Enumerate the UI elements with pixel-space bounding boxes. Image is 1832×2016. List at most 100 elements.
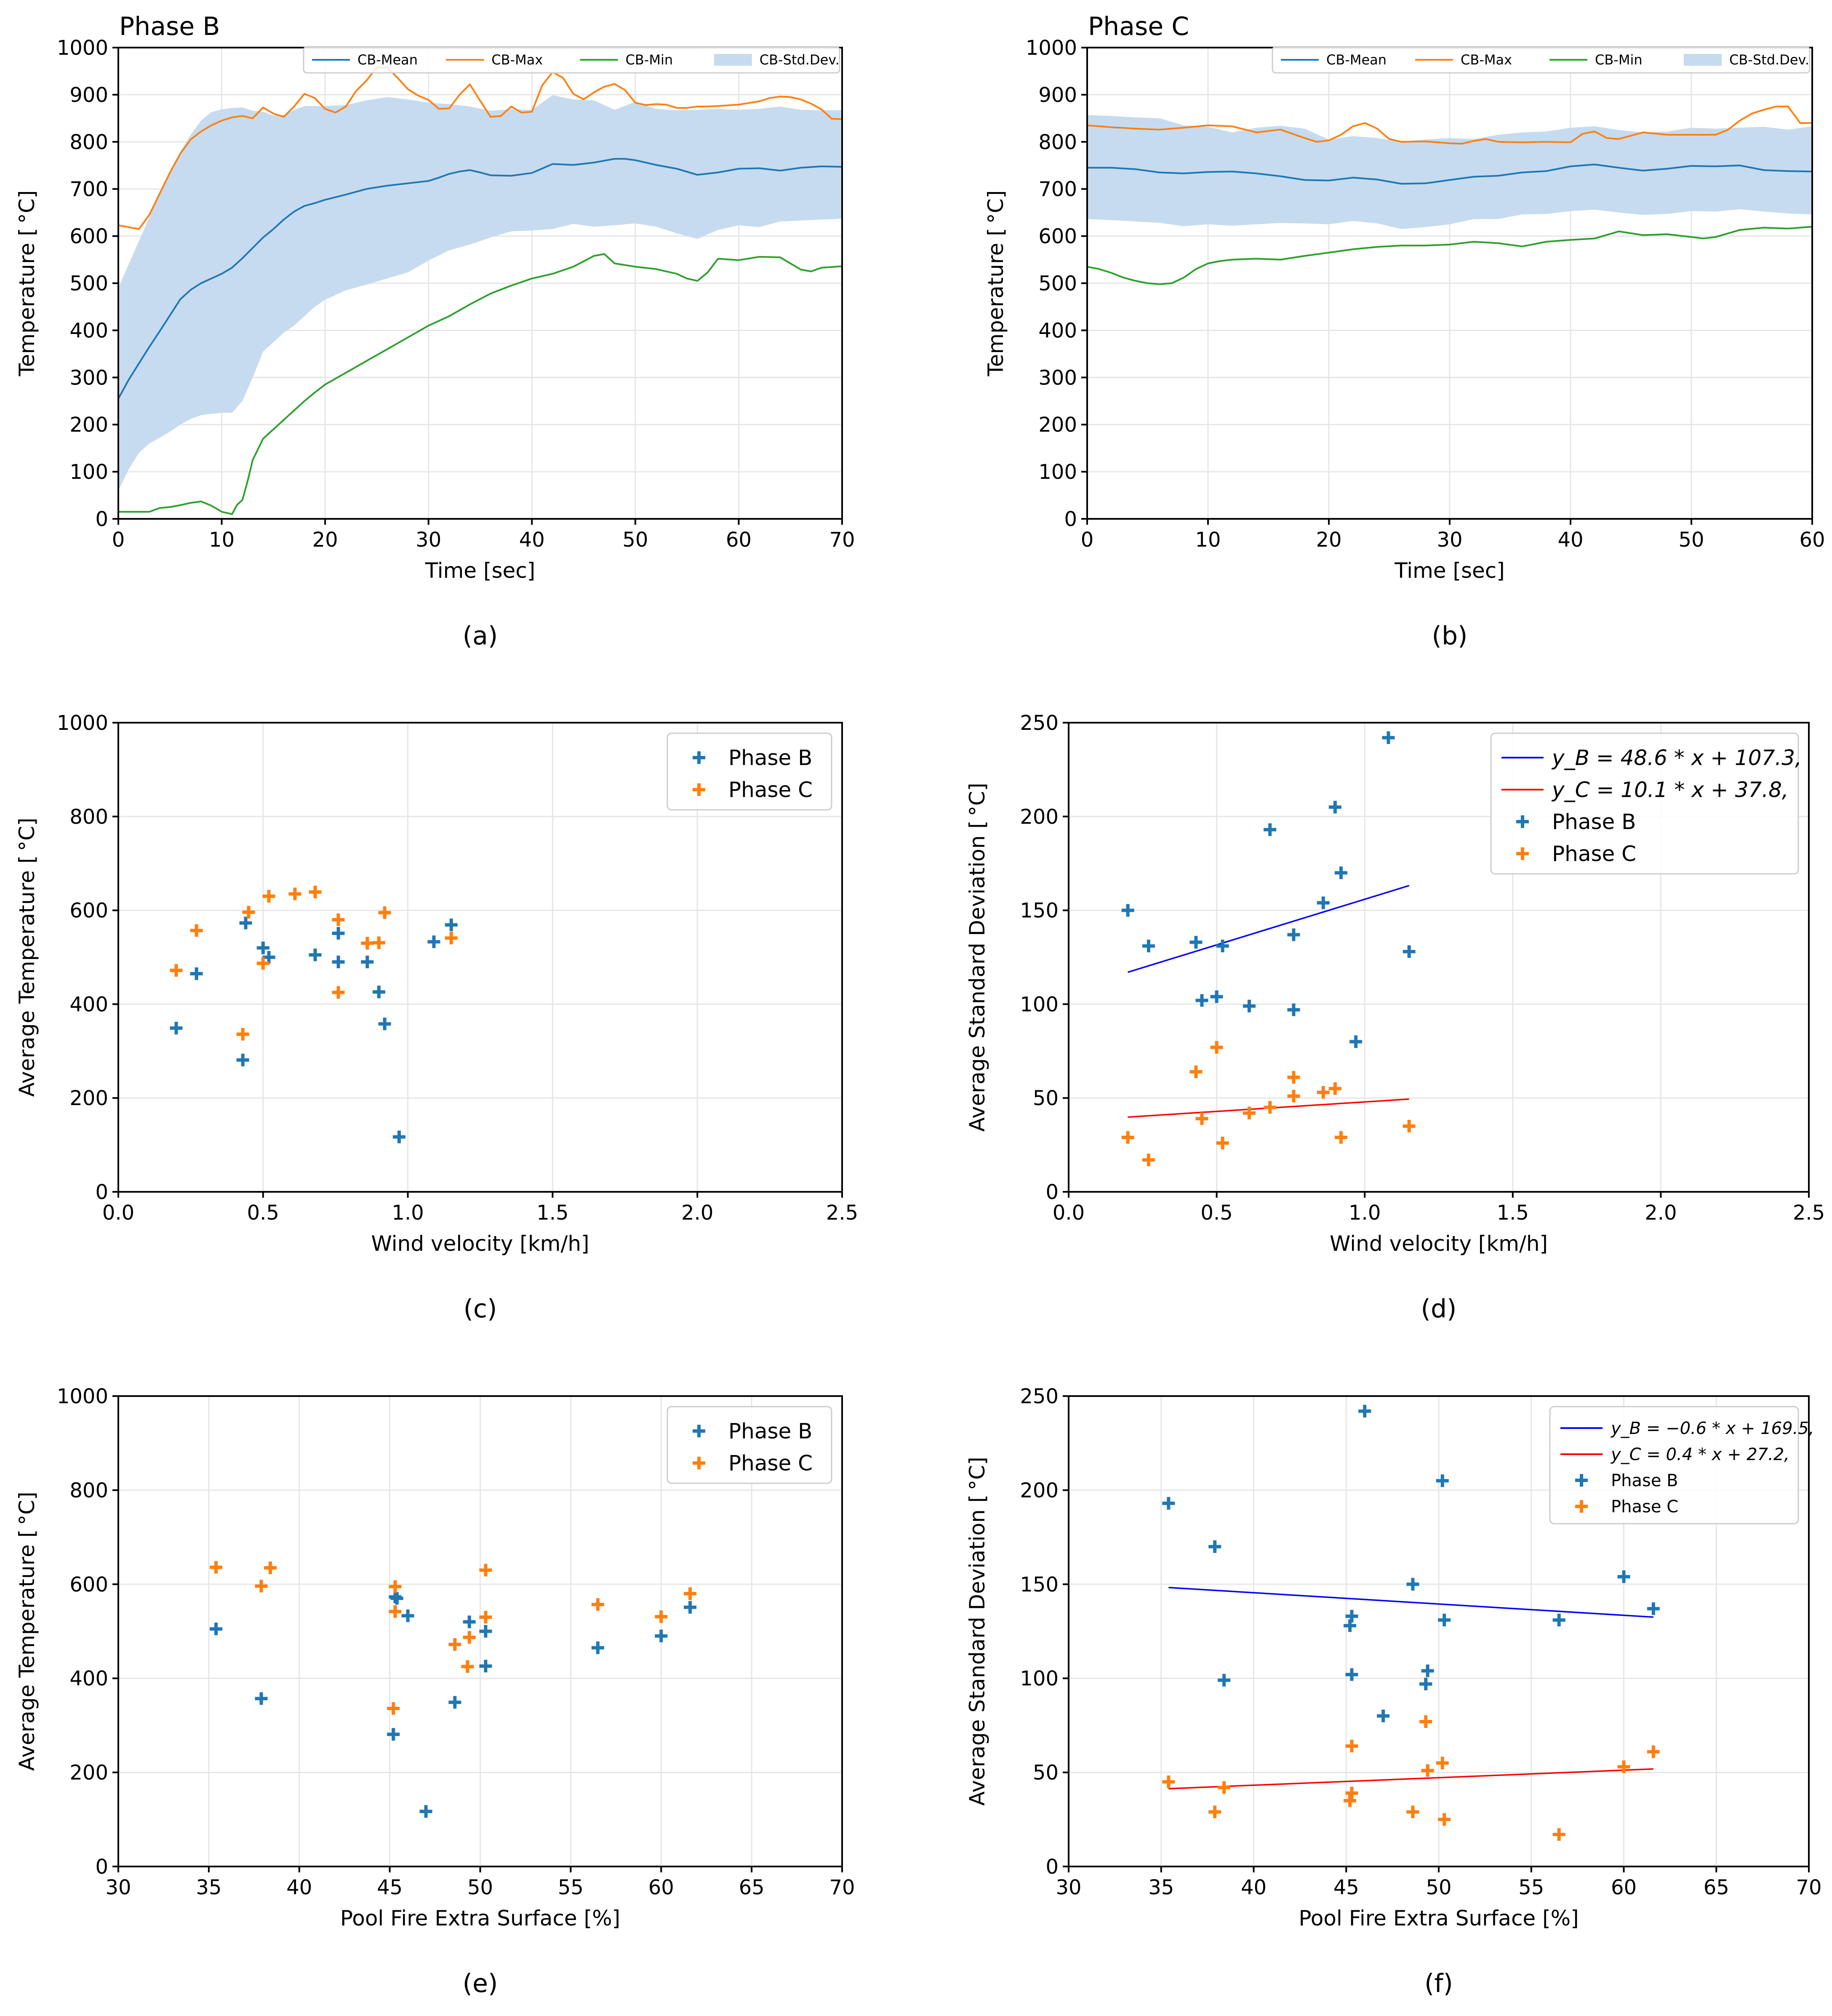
y-tick-label: 250 [1020, 711, 1059, 735]
data-point-phase-c [332, 986, 345, 999]
data-point-phase-b [479, 1660, 492, 1673]
x-tick-label: 50 [467, 1876, 493, 1899]
data-point-phase-c [389, 1605, 402, 1618]
legend-label: Phase B [1552, 810, 1636, 834]
series-line-cb-min [1087, 226, 1812, 285]
panel-caption: (d) [1421, 1294, 1457, 1324]
data-point-phase-c [256, 957, 269, 970]
data-point-phase-c [1406, 1805, 1419, 1818]
x-tick-label: 55 [1518, 1876, 1544, 1899]
data-point-phase-c [262, 890, 275, 903]
data-point-phase-b [392, 1130, 405, 1143]
data-point-phase-b [463, 1615, 476, 1629]
x-tick-label: 50 [1426, 1876, 1451, 1899]
y-tick-label: 100 [1020, 1667, 1059, 1690]
data-point-phase-c [1421, 1764, 1434, 1777]
data-point-phase-b [387, 1728, 400, 1741]
data-point-phase-c [1438, 1813, 1451, 1826]
data-point-phase-c [1647, 1745, 1660, 1758]
x-tick-label: 30 [105, 1876, 131, 1899]
data-point-phase-b [1552, 1613, 1565, 1626]
y-tick-label: 1000 [57, 711, 108, 735]
data-point-phase-c [1210, 1041, 1223, 1054]
data-point-phase-c [1216, 1137, 1229, 1150]
legend-label: CB-Mean [357, 52, 418, 68]
data-point-phase-c [1328, 1082, 1341, 1095]
legend-label: CB-Min [626, 52, 673, 68]
std-dev-band [1087, 115, 1812, 229]
data-point-phase-b [372, 985, 385, 999]
data-point-phase-b [1349, 1035, 1363, 1048]
data-point-phase-c [655, 1610, 668, 1623]
data-point-phase-b [1438, 1613, 1451, 1626]
data-point-phase-c [1403, 1120, 1416, 1133]
fit-line [1168, 1768, 1653, 1789]
x-tick-label: 1.0 [392, 1201, 424, 1225]
data-point-phase-c [1243, 1106, 1256, 1119]
data-point-phase-c [288, 887, 301, 900]
y-tick-label: 300 [69, 366, 108, 390]
y-tick-label: 100 [1038, 460, 1077, 484]
data-point-phase-b [1436, 1474, 1449, 1487]
data-point-phase-c [361, 937, 374, 950]
y-tick-label: 200 [1020, 1479, 1059, 1502]
data-point-phase-b [1189, 936, 1203, 949]
data-point-phase-c [389, 1580, 402, 1593]
data-point-phase-c [1142, 1154, 1155, 1167]
data-point-phase-b [309, 948, 322, 961]
y-tick-label: 1000 [57, 1385, 108, 1408]
legend-label: Phase C [728, 1451, 813, 1476]
legend-label-fit: y_C = 0.4 * x + 27.2, [1611, 1445, 1789, 1464]
legend-box [1272, 46, 1811, 74]
data-point-phase-c [1419, 1715, 1432, 1728]
x-tick-label: 55 [558, 1876, 584, 1899]
legend-swatch-band [714, 54, 752, 66]
data-point-phase-c [255, 1580, 268, 1593]
y-tick-label: 400 [69, 1667, 108, 1690]
data-point-phase-c [387, 1702, 400, 1715]
data-point-phase-c [1218, 1781, 1231, 1794]
legend-label-fit: y_C = 10.1 * x + 37.8, [1551, 778, 1789, 802]
axes-frame [117, 722, 843, 1193]
plot-area [170, 886, 458, 1143]
y-tick-label: 250 [1020, 1385, 1059, 1408]
x-tick-label: 60 [1799, 528, 1825, 552]
x-tick-label: 35 [1148, 1876, 1174, 1899]
data-point-phase-b [401, 1609, 414, 1622]
x-tick-label: 10 [209, 528, 235, 552]
data-point-phase-c [591, 1598, 604, 1611]
data-point-phase-b [1419, 1677, 1432, 1690]
legend-label: Phase C [1611, 1497, 1678, 1517]
data-point-phase-b [448, 1696, 461, 1709]
series-line-cb-min [118, 253, 842, 515]
data-point-phase-c [309, 886, 322, 899]
series-line-cb-max [118, 67, 842, 230]
data-point-phase-b [655, 1629, 668, 1642]
x-axis-label: Pool Fire Extra Surface [%] [1299, 1906, 1579, 1931]
plot-area [210, 1561, 697, 1818]
data-point-phase-b [1406, 1578, 1419, 1591]
x-tick-label: 65 [1704, 1876, 1729, 1899]
x-tick-label: 30 [1437, 528, 1462, 552]
x-tick-label: 1.5 [536, 1201, 568, 1225]
data-point-phase-b [479, 1625, 492, 1638]
y-tick-label: 200 [1038, 413, 1077, 437]
y-tick-label: 200 [1020, 805, 1059, 829]
x-tick-label: 70 [829, 528, 855, 552]
panel-caption: (f) [1424, 1969, 1453, 1998]
x-tick-label: 30 [1056, 1876, 1081, 1899]
x-tick-label: 30 [416, 528, 441, 552]
data-point-phase-b [1162, 1497, 1175, 1510]
data-point-phase-c [378, 906, 391, 919]
y-tick-label: 600 [69, 899, 108, 923]
data-point-phase-b [1344, 1619, 1357, 1632]
data-point-phase-b [684, 1601, 697, 1614]
data-point-phase-b [1216, 940, 1229, 953]
y-axis-label: Temperature [ °C] [984, 190, 1008, 377]
data-point-phase-b [1264, 823, 1277, 836]
legend-marker [693, 1425, 705, 1437]
chart-a: 0 10 20 30 40 50 60 700100200300400500600700800… [15, 12, 855, 651]
y-tick-label: 800 [69, 131, 108, 154]
y-tick-label: 0 [95, 507, 108, 531]
data-point-phase-c [1436, 1757, 1449, 1770]
